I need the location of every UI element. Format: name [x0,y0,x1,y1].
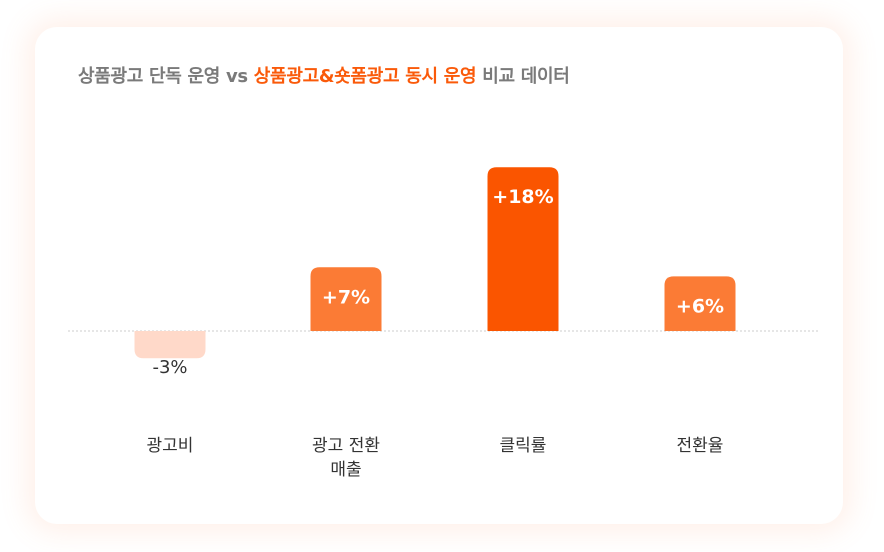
title-suffix: 비교 데이터 [476,66,570,87]
bar-1 [310,267,382,331]
category-label-2: 클릭률 [499,436,547,456]
chart-card [35,27,843,524]
category-label-0: 광고비 [146,436,194,456]
bar-value-label-0: -3% [152,357,187,378]
bar-value-label-1: +7% [322,286,370,308]
category-label-1: 광고 전환 매출 [312,436,380,480]
title-highlight: 상품광고&숏폼광고 동시 운영 [253,66,477,87]
bar-2 [487,167,559,331]
bar-3 [664,276,736,331]
bar-value-label-3: +6% [676,295,724,317]
bar-0 [134,331,206,359]
bar-value-label-2: +18% [492,186,553,208]
chart-title: 상품광고 단독 운영 vs 상품광고&숏폼광고 동시 운영 비교 데이터 [78,62,570,88]
title-prefix: 상품광고 단독 운영 vs [78,66,254,87]
category-label-3: 전환율 [676,436,724,456]
